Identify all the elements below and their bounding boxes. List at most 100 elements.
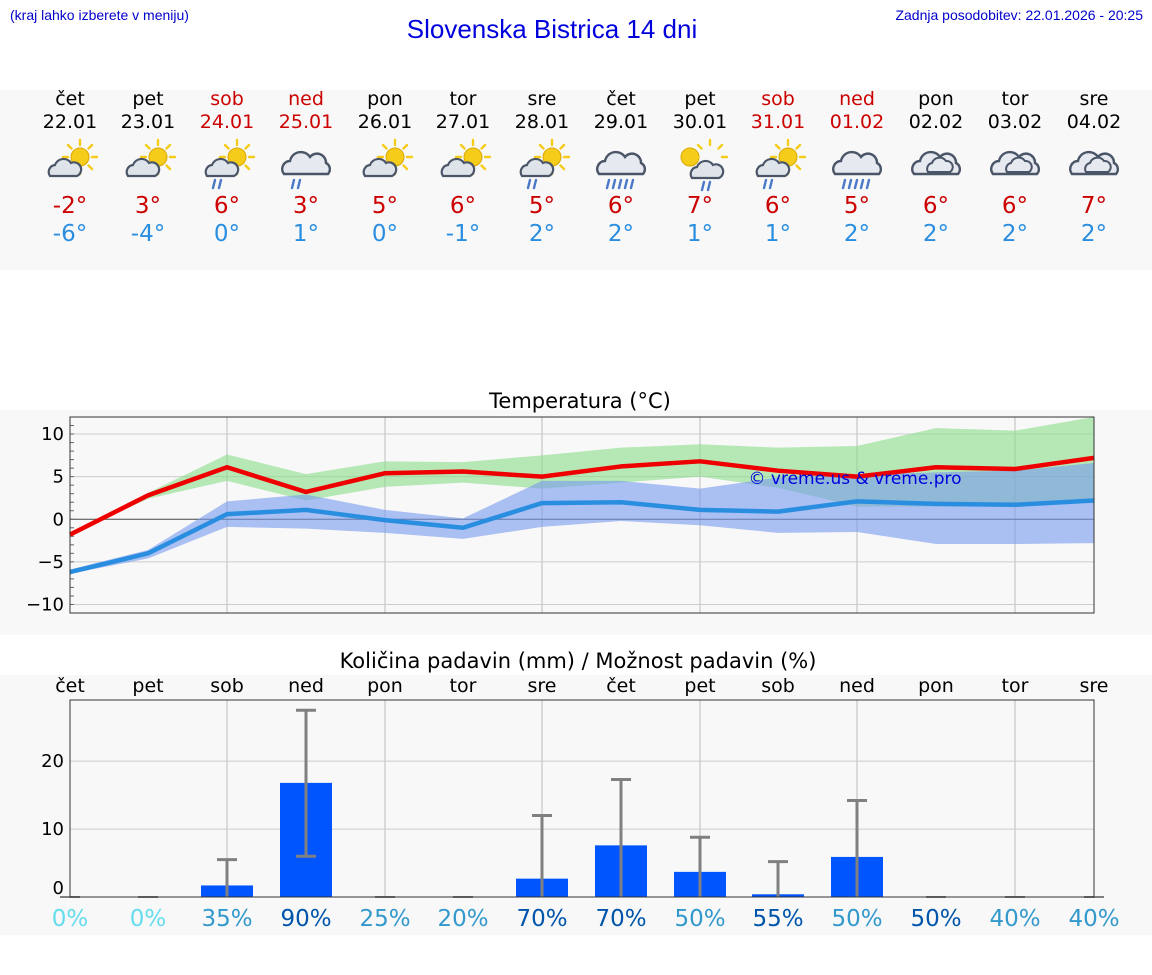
precipitation-chart: 20 10 0 čet pet sob ned pon tor sre čet pet sob ned po… [41, 649, 1119, 932]
forecast-max-temp: 6° [449, 193, 477, 219]
precip-category-label: pet [684, 675, 715, 697]
sun-cloud-light-rain-icon [755, 138, 807, 190]
forecast-panel [0, 90, 1152, 270]
precip-category-label: tor [450, 675, 477, 697]
precip-category-label: čet [55, 675, 85, 697]
forecast-date: 22.01 [42, 111, 98, 133]
forecast-date: 26.01 [357, 111, 413, 133]
forecast-min-temp: -1° [445, 221, 481, 247]
temp-tick-label: 5 [53, 467, 64, 488]
forecast-date: 30.01 [672, 111, 728, 133]
forecast-min-temp: -4° [130, 221, 166, 247]
forecast-day: pet 23.01 3° -4° [108, 88, 188, 248]
forecast-min-temp: 0° [213, 221, 241, 247]
forecast-date: 25.01 [278, 111, 334, 133]
precip-probability: 70% [595, 906, 646, 932]
forecast-min-temp: 1° [764, 221, 792, 247]
temp-line-min [69, 498, 1095, 575]
forecast-day-name: sre [527, 88, 557, 110]
precip-probability: 35% [201, 906, 252, 932]
cloudy-icon [1069, 150, 1119, 176]
sun-cloud-rain-icon [680, 138, 729, 192]
precip-tick-label: 10 [41, 819, 64, 840]
sun-cloud-light-rain-icon [204, 138, 256, 190]
precip-probability: 50% [831, 906, 882, 932]
forecast-max-temp: 7° [1080, 193, 1108, 219]
precip-probability: 50% [674, 906, 725, 932]
temp-tick-label: 10 [41, 424, 64, 445]
forecast-date: 03.02 [987, 111, 1043, 133]
precip-probability: 90% [280, 906, 331, 932]
precip-category-label: pon [918, 675, 954, 697]
precip-category-label: pon [367, 675, 403, 697]
forecast-day: pon 02.02 6° 2° [896, 88, 976, 248]
precip-category-label: ned [288, 675, 324, 697]
forecast-day: sob 24.01 6° 0° [187, 88, 267, 248]
cloud-heavy-rain-icon [832, 150, 882, 190]
forecast-min-temp: 1° [686, 221, 714, 247]
last-updated: Zadnja posodobitev: 22.01.2026 - 20:25 [895, 7, 1143, 23]
precip-tick-label: 0 [53, 878, 64, 899]
forecast-day: sre 04.02 7° 2° [1054, 88, 1134, 248]
precip-category-label: sre [528, 675, 557, 697]
temp-tick-label: −10 [26, 594, 64, 615]
cloud-heavy-rain-icon [596, 150, 646, 190]
forecast-date: 27.01 [435, 111, 491, 133]
forecast-day: ned 25.01 3° 1° [266, 88, 346, 248]
forecast-max-temp: 6° [213, 193, 241, 219]
temp-band-max-range [70, 417, 1094, 535]
precip-category-label: sob [761, 675, 795, 697]
temp-tick-label: −5 [37, 552, 64, 573]
forecast-min-temp: 2° [922, 221, 950, 247]
precip-category-label: tor [1002, 675, 1029, 697]
forecast-min-temp: 2° [1080, 221, 1108, 247]
forecast-day: sre 28.01 5° 2° [502, 88, 582, 248]
forecast-day-name: pet [132, 88, 164, 110]
forecast-day-name: sre [1079, 88, 1109, 110]
forecast-day-name: tor [1001, 88, 1029, 110]
precip-probability: 20% [437, 906, 488, 932]
temperature-chart: 10 5 0 −5 −10 Temperatura (°C) © vreme.us & vr… [26, 389, 1095, 615]
partly-cloudy-sun-icon [362, 138, 414, 178]
forecast-max-temp: 6° [607, 193, 635, 219]
forecast-day-name: ned [839, 88, 875, 110]
forecast-day-name: pon [367, 88, 403, 110]
precip-tick-label: 20 [41, 751, 64, 772]
forecast-date: 04.02 [1066, 111, 1122, 133]
forecast-day-name: čet [606, 88, 636, 110]
forecast-day: čet 29.01 6° 2° [581, 88, 661, 248]
forecast-date: 28.01 [514, 111, 570, 133]
temp-tick-label: 0 [53, 509, 64, 530]
forecast-max-temp: -2° [52, 193, 88, 219]
precip-category-label: sob [210, 675, 244, 697]
forecast-min-temp: 2° [1001, 221, 1029, 247]
forecast-day: tor 03.02 6° 2° [975, 88, 1055, 248]
forecast-date: 29.01 [593, 111, 649, 133]
forecast-min-temp: 1° [292, 221, 320, 247]
forecast-day-name: pet [684, 88, 716, 110]
forecast-day-name: čet [55, 88, 85, 110]
forecast-min-temp: 2° [843, 221, 871, 247]
forecast-day: tor 27.01 6° -1° [423, 88, 503, 248]
precip-category-label: sre [1080, 675, 1109, 697]
forecast-day: sob 31.01 6° 1° [738, 88, 818, 248]
forecast-day-name: sob [761, 88, 795, 110]
forecast-max-temp: 6° [1001, 193, 1029, 219]
precip-plot-frame [69, 699, 1095, 898]
forecast-day-name: tor [449, 88, 477, 110]
precip-category-label: pet [132, 675, 163, 697]
precip-probability: 55% [752, 906, 803, 932]
forecast-min-temp: 0° [371, 221, 399, 247]
precip-category-label: ned [839, 675, 875, 697]
forecast-day-name: sob [210, 88, 244, 110]
forecast-min-temp: -6° [52, 221, 88, 247]
forecast-day: čet 22.01 -2° -6° [30, 88, 110, 248]
precip-probability: 25% [359, 906, 410, 932]
forecast-date: 24.01 [199, 111, 255, 133]
temperature-chart-title: Temperatura (°C) [488, 389, 671, 413]
forecast-date: 23.01 [120, 111, 176, 133]
forecast-max-temp: 5° [371, 193, 399, 219]
cloud-rain-icon [281, 150, 331, 190]
forecast-max-temp: 6° [922, 193, 950, 219]
precip-plot-area [70, 700, 1094, 897]
